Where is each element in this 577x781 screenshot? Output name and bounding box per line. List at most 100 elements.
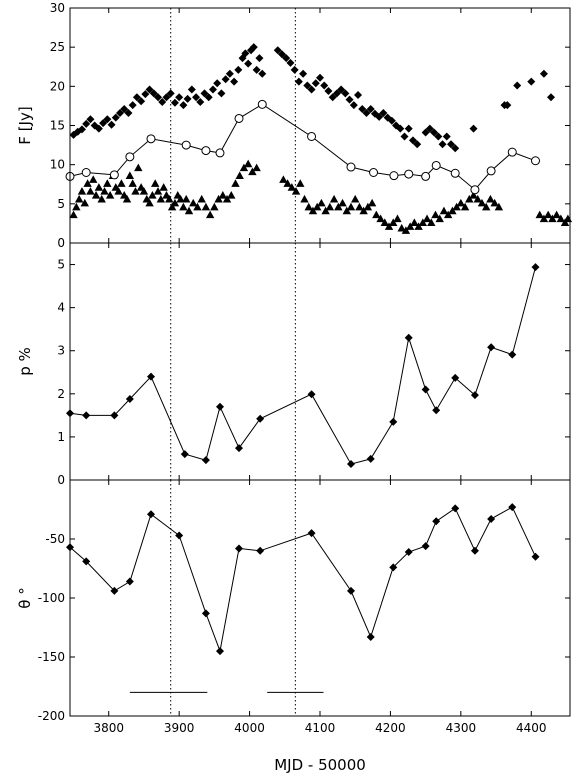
- data-point-flux-triangle: [367, 198, 377, 207]
- data-point-flux-diamond: [307, 85, 316, 94]
- data-point-flux-open-circle: [201, 146, 211, 156]
- data-point-flux-triangle: [552, 210, 561, 219]
- y-tick-label-flux: 25: [50, 40, 65, 54]
- data-point-flux-diamond: [546, 93, 555, 102]
- data-point-angle-diamond: [346, 586, 355, 595]
- data-point-flux-diamond: [244, 59, 253, 68]
- data-point-flux-triangle: [393, 214, 402, 223]
- data-point-flux-triangle: [165, 194, 174, 203]
- data-point-flux-diamond: [103, 115, 112, 124]
- data-point-flux-diamond: [86, 115, 95, 124]
- data-point-flux-triangle: [179, 202, 188, 211]
- data-point-flux-triangle: [239, 163, 249, 172]
- x-tick-label: 4300: [446, 721, 477, 735]
- data-point-flux-diamond: [230, 77, 239, 86]
- data-point-flux-triangle: [351, 194, 360, 203]
- data-point-flux-diamond: [425, 124, 434, 133]
- data-point-flux-diamond: [328, 93, 337, 102]
- data-point-flux-triangle: [481, 202, 491, 211]
- data-point-polarization-diamond: [82, 411, 91, 420]
- data-point-flux-triangle: [380, 218, 389, 226]
- data-point-polarization-diamond: [470, 391, 479, 400]
- data-point-flux-diamond: [354, 90, 363, 99]
- data-point-flux-triangle: [334, 202, 343, 211]
- data-point-flux-diamond: [337, 85, 346, 94]
- x-tick-label: 4000: [234, 721, 265, 735]
- y-tick-label-polarization: 0: [57, 473, 65, 487]
- data-point-flux-triangle: [222, 194, 232, 203]
- data-point-flux-open-circle: [109, 170, 119, 180]
- data-point-flux-triangle: [72, 202, 81, 211]
- data-point-flux-diamond: [204, 93, 213, 102]
- data-point-flux-open-circle: [125, 152, 135, 162]
- data-point-angle-diamond: [487, 514, 496, 523]
- data-point-flux-triangle: [427, 218, 436, 226]
- data-point-flux-triangle: [539, 214, 549, 223]
- data-point-flux-triangle: [97, 194, 106, 203]
- data-point-flux-triangle: [105, 191, 115, 199]
- data-point-angle-diamond: [235, 544, 244, 553]
- axes-layer: 0 5 10 15 20 25 30 F [Jy] 0 1 2 3 4 5 p % -200 -150 -100 -…: [16, 1, 571, 735]
- data-point-flux-triangle: [248, 167, 257, 176]
- data-point-angle-diamond: [82, 557, 91, 566]
- data-point-flux-triangle: [448, 206, 457, 215]
- data-point-flux-diamond: [299, 69, 308, 78]
- data-point-flux-triangle: [235, 171, 244, 179]
- y-tick-label-angle: -100: [38, 591, 65, 605]
- data-point-flux-triangle: [117, 179, 126, 187]
- data-point-flux-triangle: [227, 191, 236, 199]
- data-point-flux-open-circle: [81, 168, 91, 177]
- data-point-flux-diamond: [99, 119, 108, 128]
- data-point-flux-triangle: [494, 202, 504, 211]
- data-point-flux-diamond: [539, 69, 548, 78]
- data-point-flux-diamond: [170, 98, 179, 107]
- data-point-flux-triangle: [122, 194, 132, 203]
- data-point-angle-diamond: [404, 547, 413, 556]
- data-point-flux-triangle: [103, 179, 112, 187]
- data-point-flux-triangle: [291, 187, 301, 195]
- data-point-flux-triangle: [486, 194, 495, 203]
- data-point-angle-diamond: [307, 529, 316, 538]
- data-point-flux-diamond: [282, 54, 291, 63]
- data-point-flux-triangle: [329, 194, 339, 203]
- data-point-flux-diamond: [469, 124, 478, 133]
- data-point-polarization-diamond: [307, 390, 316, 399]
- data-point-flux-diamond: [404, 124, 413, 133]
- data-point-flux-triangle: [210, 202, 219, 211]
- data-point-flux-triangle: [83, 179, 92, 187]
- data-point-flux-diamond: [513, 81, 522, 90]
- y-tick-label-flux: 15: [50, 119, 65, 133]
- data-point-polarization-diamond: [508, 350, 517, 359]
- data-point-flux-open-circle: [404, 169, 414, 179]
- data-point-flux-diamond: [166, 89, 175, 98]
- data-point-flux-triangle: [252, 163, 261, 172]
- y-tick-label-polarization: 3: [57, 344, 65, 358]
- data-point-angle-diamond: [508, 503, 517, 512]
- data-point-angle-diamond: [201, 609, 210, 618]
- data-point-flux-open-circle: [181, 140, 191, 150]
- data-point-flux-diamond: [187, 85, 196, 94]
- data-point-flux-triangle: [131, 187, 140, 195]
- data-point-flux-triangle: [556, 214, 566, 223]
- data-point-flux-triangle: [477, 198, 487, 207]
- data-point-flux-triangle: [80, 198, 89, 207]
- data-point-flux-triangle: [456, 198, 466, 207]
- data-point-flux-triangle: [443, 210, 453, 219]
- data-point-flux-diamond: [217, 89, 226, 98]
- data-point-flux-diamond: [375, 112, 384, 121]
- data-point-polarization-diamond: [389, 417, 398, 426]
- data-point-flux-diamond: [442, 132, 451, 141]
- data-point-flux-diamond: [430, 128, 439, 137]
- data-point-polarization-diamond: [421, 385, 430, 394]
- data-point-flux-diamond: [362, 108, 371, 117]
- data-point-flux-diamond: [154, 93, 163, 102]
- data-point-flux-diamond: [179, 101, 188, 110]
- data-point-flux-triangle: [346, 202, 356, 211]
- data-point-flux-diamond: [358, 105, 367, 114]
- data-point-flux-diamond: [221, 75, 230, 84]
- data-point-flux-triangle: [401, 226, 411, 234]
- data-point-flux-diamond: [241, 49, 250, 58]
- data-point-flux-open-circle: [486, 166, 496, 176]
